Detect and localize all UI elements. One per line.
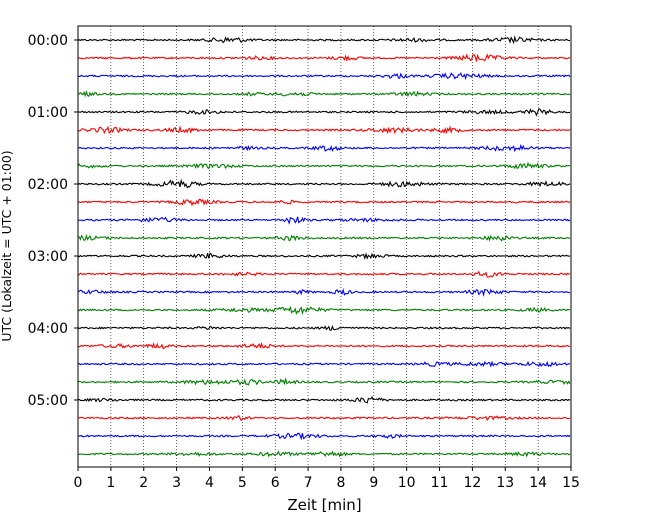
x-tick-label: 14 [529,475,547,491]
trace-row [77,108,571,117]
trace-row [77,396,571,404]
x-tick-label: 7 [304,475,313,491]
y-axis: 00:00 01:00 02:00 03:00 04:00 05:00 [28,33,78,409]
trace-row [77,72,571,81]
trace-row [77,414,571,422]
x-tick-label: 13 [496,475,514,491]
trace-row [77,432,571,441]
trace-row [77,288,571,298]
trace-row [77,342,571,350]
x-tick-label: 15 [562,475,580,491]
y-tick-label: 01:00 [28,105,68,121]
x-axis-label: Zeit [min] [287,496,361,514]
trace-row [77,233,571,242]
trace-layer [77,35,571,458]
y-axis-label: UTC (Lokalzeit = UTC + 01:00) [0,150,14,341]
y-tick-label: 05:00 [28,393,68,409]
trace-row [77,360,571,368]
x-tick-label: 1 [106,475,115,491]
x-axis: 0 1 2 3 4 5 6 7 8 9 10 11 12 13 14 15 [74,467,580,491]
trace-row [77,178,571,189]
x-tick-label: 2 [139,475,148,491]
trace-row [77,89,571,98]
x-tick-label: 6 [271,475,280,491]
x-tick-label: 4 [205,475,214,491]
trace-row [77,216,571,225]
x-tick-label: 3 [172,475,181,491]
trace-row [77,143,571,153]
y-tick-label: 03:00 [28,249,68,265]
x-tick-label: 10 [398,475,416,491]
trace-row [77,198,571,207]
trace-row [77,252,571,261]
trace-row [77,305,571,316]
y-tick-label: 04:00 [28,321,68,337]
x-tick-label: 8 [336,475,345,491]
trace-row [77,450,571,458]
x-tick-label: 0 [74,475,83,491]
y-tick-label: 02:00 [28,177,68,193]
y-tick-label: 00:00 [28,33,68,49]
trace-row [77,270,571,278]
x-tick-label: 5 [238,475,247,491]
trace-row [77,377,571,386]
trace-row [77,125,571,135]
trace-row [77,53,571,63]
x-tick-label: 12 [463,475,481,491]
trace-row [77,161,571,170]
x-tick-label: 9 [369,475,378,491]
trace-row [77,35,571,45]
plot-frame [77,25,572,468]
x-tick-label: 11 [431,475,449,491]
trace-row [77,325,571,331]
